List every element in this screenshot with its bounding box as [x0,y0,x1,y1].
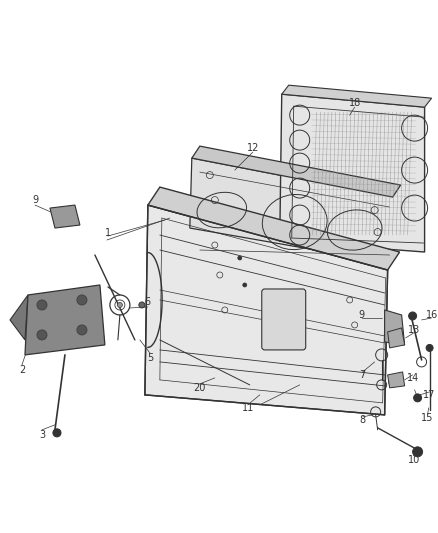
Text: 3: 3 [39,430,45,440]
Text: 9: 9 [32,195,38,205]
Circle shape [37,300,47,310]
Text: 15: 15 [421,413,434,423]
Circle shape [54,211,60,215]
Circle shape [77,325,87,335]
Polygon shape [388,328,405,348]
Polygon shape [282,85,431,107]
Text: 12: 12 [247,143,259,153]
Text: 8: 8 [360,415,366,425]
Circle shape [139,302,145,308]
Text: 6: 6 [145,297,151,307]
Text: 5: 5 [147,353,153,363]
Text: 18: 18 [349,98,361,108]
Polygon shape [280,94,424,252]
Text: 20: 20 [194,383,206,393]
Polygon shape [192,146,401,197]
Circle shape [37,330,47,340]
Circle shape [54,217,60,223]
Polygon shape [190,158,392,263]
Circle shape [413,394,422,402]
Polygon shape [388,372,405,388]
Text: 2: 2 [19,365,25,375]
Circle shape [65,217,71,223]
Text: 17: 17 [424,390,436,400]
Text: 14: 14 [406,373,419,383]
Text: 13: 13 [407,325,420,335]
Circle shape [117,302,122,308]
Text: 10: 10 [407,455,420,465]
Circle shape [238,256,242,260]
Circle shape [77,295,87,305]
Polygon shape [50,205,80,228]
Circle shape [53,429,61,437]
Text: 7: 7 [360,370,366,380]
Text: 1: 1 [105,228,111,238]
FancyBboxPatch shape [262,289,306,350]
Text: 9: 9 [359,310,365,320]
Polygon shape [385,310,405,345]
Text: 16: 16 [425,310,438,320]
Polygon shape [25,285,105,355]
Polygon shape [148,187,399,270]
Polygon shape [145,205,388,415]
Circle shape [426,344,433,351]
Circle shape [409,312,417,320]
Circle shape [65,209,71,215]
Circle shape [243,283,247,287]
Circle shape [413,447,423,457]
Text: 11: 11 [242,403,254,413]
Polygon shape [10,295,28,340]
